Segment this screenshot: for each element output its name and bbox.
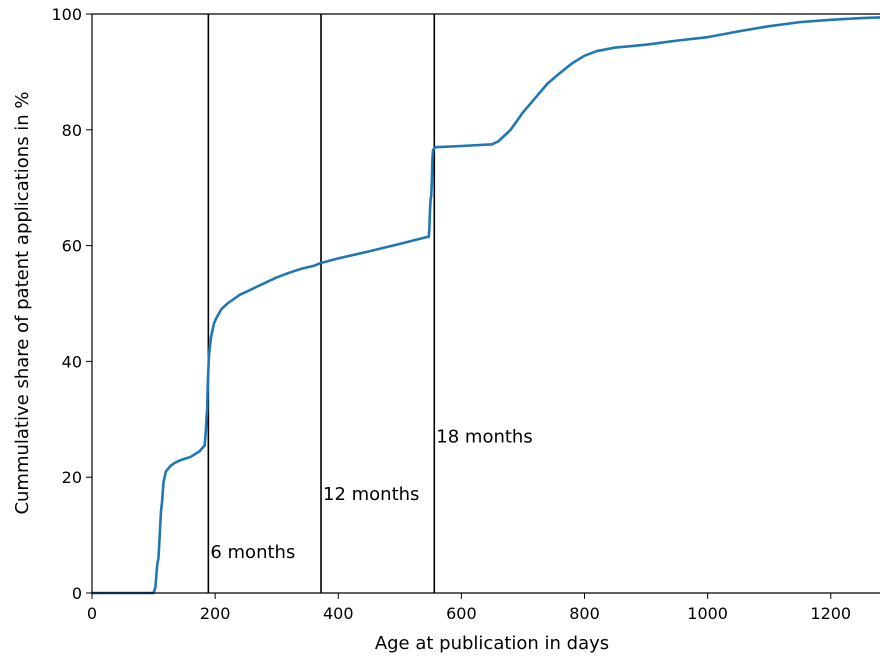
x-tick-label-800: 800 — [569, 604, 600, 623]
series-line-1 — [90, 16, 880, 595]
y-tick-label-0: 0 — [72, 584, 82, 603]
y-tick-label-20: 20 — [62, 468, 82, 487]
x-tick-label-0: 0 — [87, 604, 97, 623]
y-tick-label-100: 100 — [51, 5, 82, 24]
x-tick-label-600: 600 — [446, 604, 477, 623]
reference-line-label-3: 18 months — [436, 426, 532, 447]
reference-lines — [207, 14, 436, 593]
reference-line-label-1: 6 months — [210, 542, 295, 563]
series-lines — [90, 16, 880, 595]
plot-background — [92, 14, 880, 593]
x-axis-label: Age at publication in days — [375, 633, 609, 654]
y-tick-label-40: 40 — [62, 352, 82, 371]
x-tick-label-1000: 1000 — [687, 604, 728, 623]
reference-line-label-2: 12 months — [323, 484, 419, 505]
y-tick-label-80: 80 — [62, 121, 82, 140]
x-tick-label-400: 400 — [323, 604, 354, 623]
plot-area — [92, 14, 880, 593]
axes — [91, 13, 880, 594]
x-tick-label-200: 200 — [200, 604, 231, 623]
tick-labels: 0 200 400 600 800 1000 1200 0 20 40 60 80 100 — [51, 5, 851, 623]
y-axis-label: Cummulative share of patent applications… — [12, 91, 33, 514]
annotations: 6 months 12 months 18 months — [210, 426, 532, 563]
x-tick-label-1200: 1200 — [810, 604, 851, 623]
y-tick-label-60: 60 — [62, 237, 82, 256]
